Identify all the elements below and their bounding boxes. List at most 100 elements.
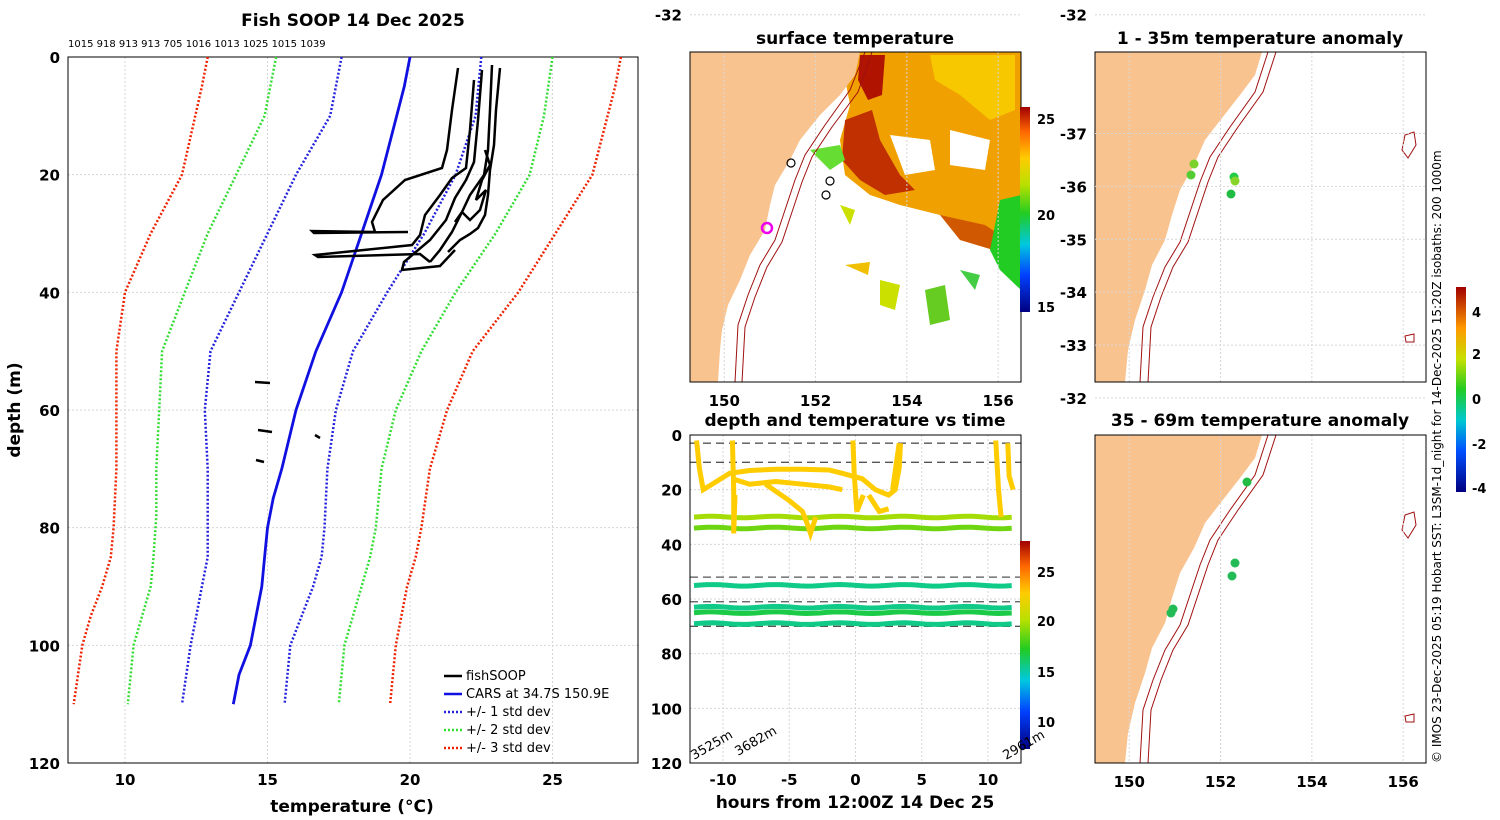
time-cbtick: 15 bbox=[1037, 666, 1055, 681]
sst-xtick: 156 bbox=[983, 392, 1014, 410]
sst-xtick: 154 bbox=[891, 392, 922, 410]
time-depth-band bbox=[693, 524, 1012, 532]
time-ytick: 120 bbox=[651, 755, 682, 773]
legend-fishsoop: fishSOOP bbox=[466, 669, 526, 684]
anom-top-isobath-200 bbox=[1139, 51, 1269, 383]
anom-top-title: 1 - 35m temperature anomaly bbox=[1117, 29, 1403, 49]
anom-bottom-ytick: -35 bbox=[1060, 231, 1087, 249]
time-shallow-trace bbox=[694, 440, 903, 498]
fishsoop-traces bbox=[254, 64, 502, 464]
profile-ytick: 120 bbox=[29, 755, 60, 773]
sst-ytick: -32 bbox=[655, 7, 682, 25]
anom-bottom-grid: 150 152 154 156 -32 -33 -34 -35 -36 -37 bbox=[1060, 125, 1426, 791]
profile-series-line bbox=[126, 56, 278, 705]
time-depth-band bbox=[693, 513, 1012, 521]
anom-top-isobath-1000 bbox=[1147, 51, 1277, 383]
time-xtick: 0 bbox=[850, 771, 860, 789]
fishsoop-trace bbox=[311, 79, 476, 263]
anom-bottom-ytick: -34 bbox=[1060, 284, 1087, 302]
time-xtick: -5 bbox=[781, 771, 798, 789]
time-shallow-trace bbox=[1005, 443, 1016, 491]
time-shallow-trace bbox=[764, 482, 819, 542]
anom-top-point bbox=[1226, 189, 1236, 199]
anom-bottom-point bbox=[1242, 477, 1252, 487]
time-shallow-trace bbox=[729, 440, 738, 534]
fishsoop-trace bbox=[447, 67, 502, 253]
anom-cbtick: 2 bbox=[1472, 348, 1481, 363]
time-depth-band bbox=[693, 609, 1012, 617]
sst-station-marker bbox=[825, 176, 835, 186]
profile-xlabel: temperature (°C) bbox=[270, 797, 434, 817]
profile-series-line bbox=[388, 56, 623, 705]
profile-series-line bbox=[283, 56, 483, 705]
time-depth-label: 3525m bbox=[689, 728, 736, 764]
sst-title: surface temperature bbox=[756, 29, 954, 49]
anom-top-panel: 1 - 35m temperature anomaly -32 -33 -34 -35… bbox=[1060, 7, 1427, 383]
time-depth-band bbox=[693, 603, 1012, 611]
profile-legend: fishSOOP CARS at 34.7S 150.9E +/- 1 std … bbox=[444, 669, 609, 756]
anom-bottom-isobath-1000 bbox=[1147, 434, 1277, 764]
profile-xtick: 15 bbox=[257, 771, 278, 789]
profile-series-line bbox=[231, 56, 412, 705]
anom-cbtick: 0 bbox=[1472, 393, 1481, 408]
sst-station-marker bbox=[821, 190, 831, 200]
sst-isobath-1000 bbox=[741, 51, 873, 383]
profile-title: Fish SOOP 14 Dec 2025 bbox=[241, 11, 465, 31]
time-shallow-trace bbox=[993, 440, 1004, 518]
time-title: depth and temperature vs time bbox=[705, 411, 1006, 431]
anom-bottom-xtick: 150 bbox=[1114, 773, 1145, 791]
time-colorbar bbox=[1020, 541, 1030, 749]
time-ytick: 80 bbox=[661, 646, 682, 664]
profile-ytick: 100 bbox=[29, 637, 60, 655]
sst-station-marker bbox=[786, 158, 796, 168]
anom-cbtick: -4 bbox=[1472, 482, 1486, 497]
profile-xtick: 25 bbox=[542, 771, 563, 789]
time-xtick: 10 bbox=[977, 771, 998, 789]
anom-bottom-ytick: -33 bbox=[1060, 337, 1087, 355]
profile-ylabel: depth (m) bbox=[5, 362, 25, 457]
sst-cbtick: 20 bbox=[1037, 209, 1055, 224]
anom-bottom-frame bbox=[1094, 434, 1427, 764]
time-xlabel: hours from 12:00Z 14 Dec 25 bbox=[716, 793, 995, 813]
time-panel: depth and temperature vs time -10 -5 0 5 100… bbox=[651, 411, 1055, 813]
sst-cbtick: 15 bbox=[1037, 301, 1055, 316]
fishsoop-trace bbox=[254, 380, 321, 464]
anom-top-point bbox=[1186, 170, 1196, 180]
fishsoop-trace bbox=[429, 64, 494, 263]
profile-ytick: 80 bbox=[39, 520, 60, 538]
sst-cbtick: 25 bbox=[1037, 113, 1055, 128]
time-depth-band bbox=[693, 581, 1012, 589]
sst-land bbox=[690, 52, 860, 382]
anom-bottom-point bbox=[1166, 608, 1176, 618]
sst-colorbar bbox=[1020, 107, 1030, 312]
legend-std2: +/- 2 std dev bbox=[466, 723, 551, 738]
fishsoop-trace bbox=[308, 67, 460, 235]
anom-bottom-point bbox=[1230, 558, 1240, 568]
sst-xtick: 152 bbox=[800, 392, 831, 410]
anom-colorbar-group: 4 2 0 -2 -4 bbox=[1456, 287, 1486, 497]
anom-bottom-seamount bbox=[1401, 511, 1417, 539]
anom-top-seamount bbox=[1401, 131, 1417, 159]
anom-bottom-xtick: 154 bbox=[1296, 773, 1327, 791]
sst-isobath-200 bbox=[734, 51, 866, 383]
time-ytick: 100 bbox=[651, 700, 682, 718]
time-xtick: 5 bbox=[916, 771, 926, 789]
anom-bottom-xtick: 152 bbox=[1205, 773, 1236, 791]
time-xtick: -10 bbox=[710, 771, 737, 789]
profile-series-line bbox=[72, 56, 209, 705]
time-cbtick: 20 bbox=[1037, 615, 1055, 630]
fishsoop-trace bbox=[453, 149, 492, 223]
anom-bottom-seamount bbox=[1404, 713, 1415, 723]
profile-xtick: 10 bbox=[115, 771, 136, 789]
sst-xtick: 150 bbox=[709, 392, 740, 410]
time-ytick: 60 bbox=[661, 591, 682, 609]
time-ytick: 0 bbox=[672, 427, 682, 445]
legend-std3: +/- 3 std dev bbox=[466, 741, 551, 756]
profile-frame bbox=[67, 56, 639, 764]
anom-bottom-title: 35 - 69m temperature anomaly bbox=[1111, 411, 1409, 431]
anom-bottom-point bbox=[1227, 571, 1237, 581]
profile-ytick: 60 bbox=[39, 402, 60, 420]
